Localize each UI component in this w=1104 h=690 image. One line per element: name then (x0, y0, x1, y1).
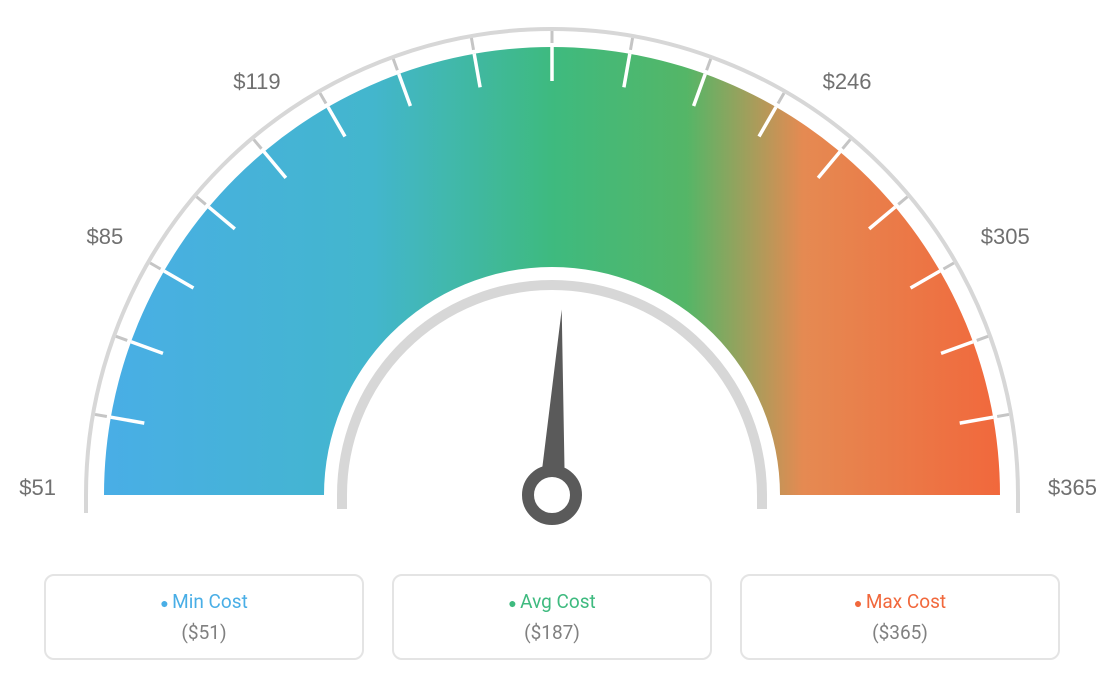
svg-text:$365: $365 (1048, 475, 1097, 500)
legend-avg-label: Avg Cost (414, 590, 690, 613)
svg-text:$119: $119 (233, 69, 280, 94)
legend-card-max: Max Cost ($365) (740, 574, 1060, 660)
gauge-svg: $51$85$119$187$246$305$365 (0, 0, 1104, 560)
legend-card-min: Min Cost ($51) (44, 574, 364, 660)
svg-text:$51: $51 (19, 475, 56, 500)
legend-card-avg: Avg Cost ($187) (392, 574, 712, 660)
svg-text:$305: $305 (981, 224, 1030, 249)
legend-max-value: ($365) (762, 621, 1038, 644)
legend-min-value: ($51) (66, 621, 342, 644)
legend-min-label: Min Cost (66, 590, 342, 613)
cost-gauge-chart: $51$85$119$187$246$305$365 (0, 0, 1104, 560)
svg-text:$85: $85 (87, 224, 124, 249)
legend-max-label: Max Cost (762, 590, 1038, 613)
legend-avg-value: ($187) (414, 621, 690, 644)
svg-text:$246: $246 (823, 69, 872, 94)
legend-row: Min Cost ($51) Avg Cost ($187) Max Cost … (0, 574, 1104, 660)
